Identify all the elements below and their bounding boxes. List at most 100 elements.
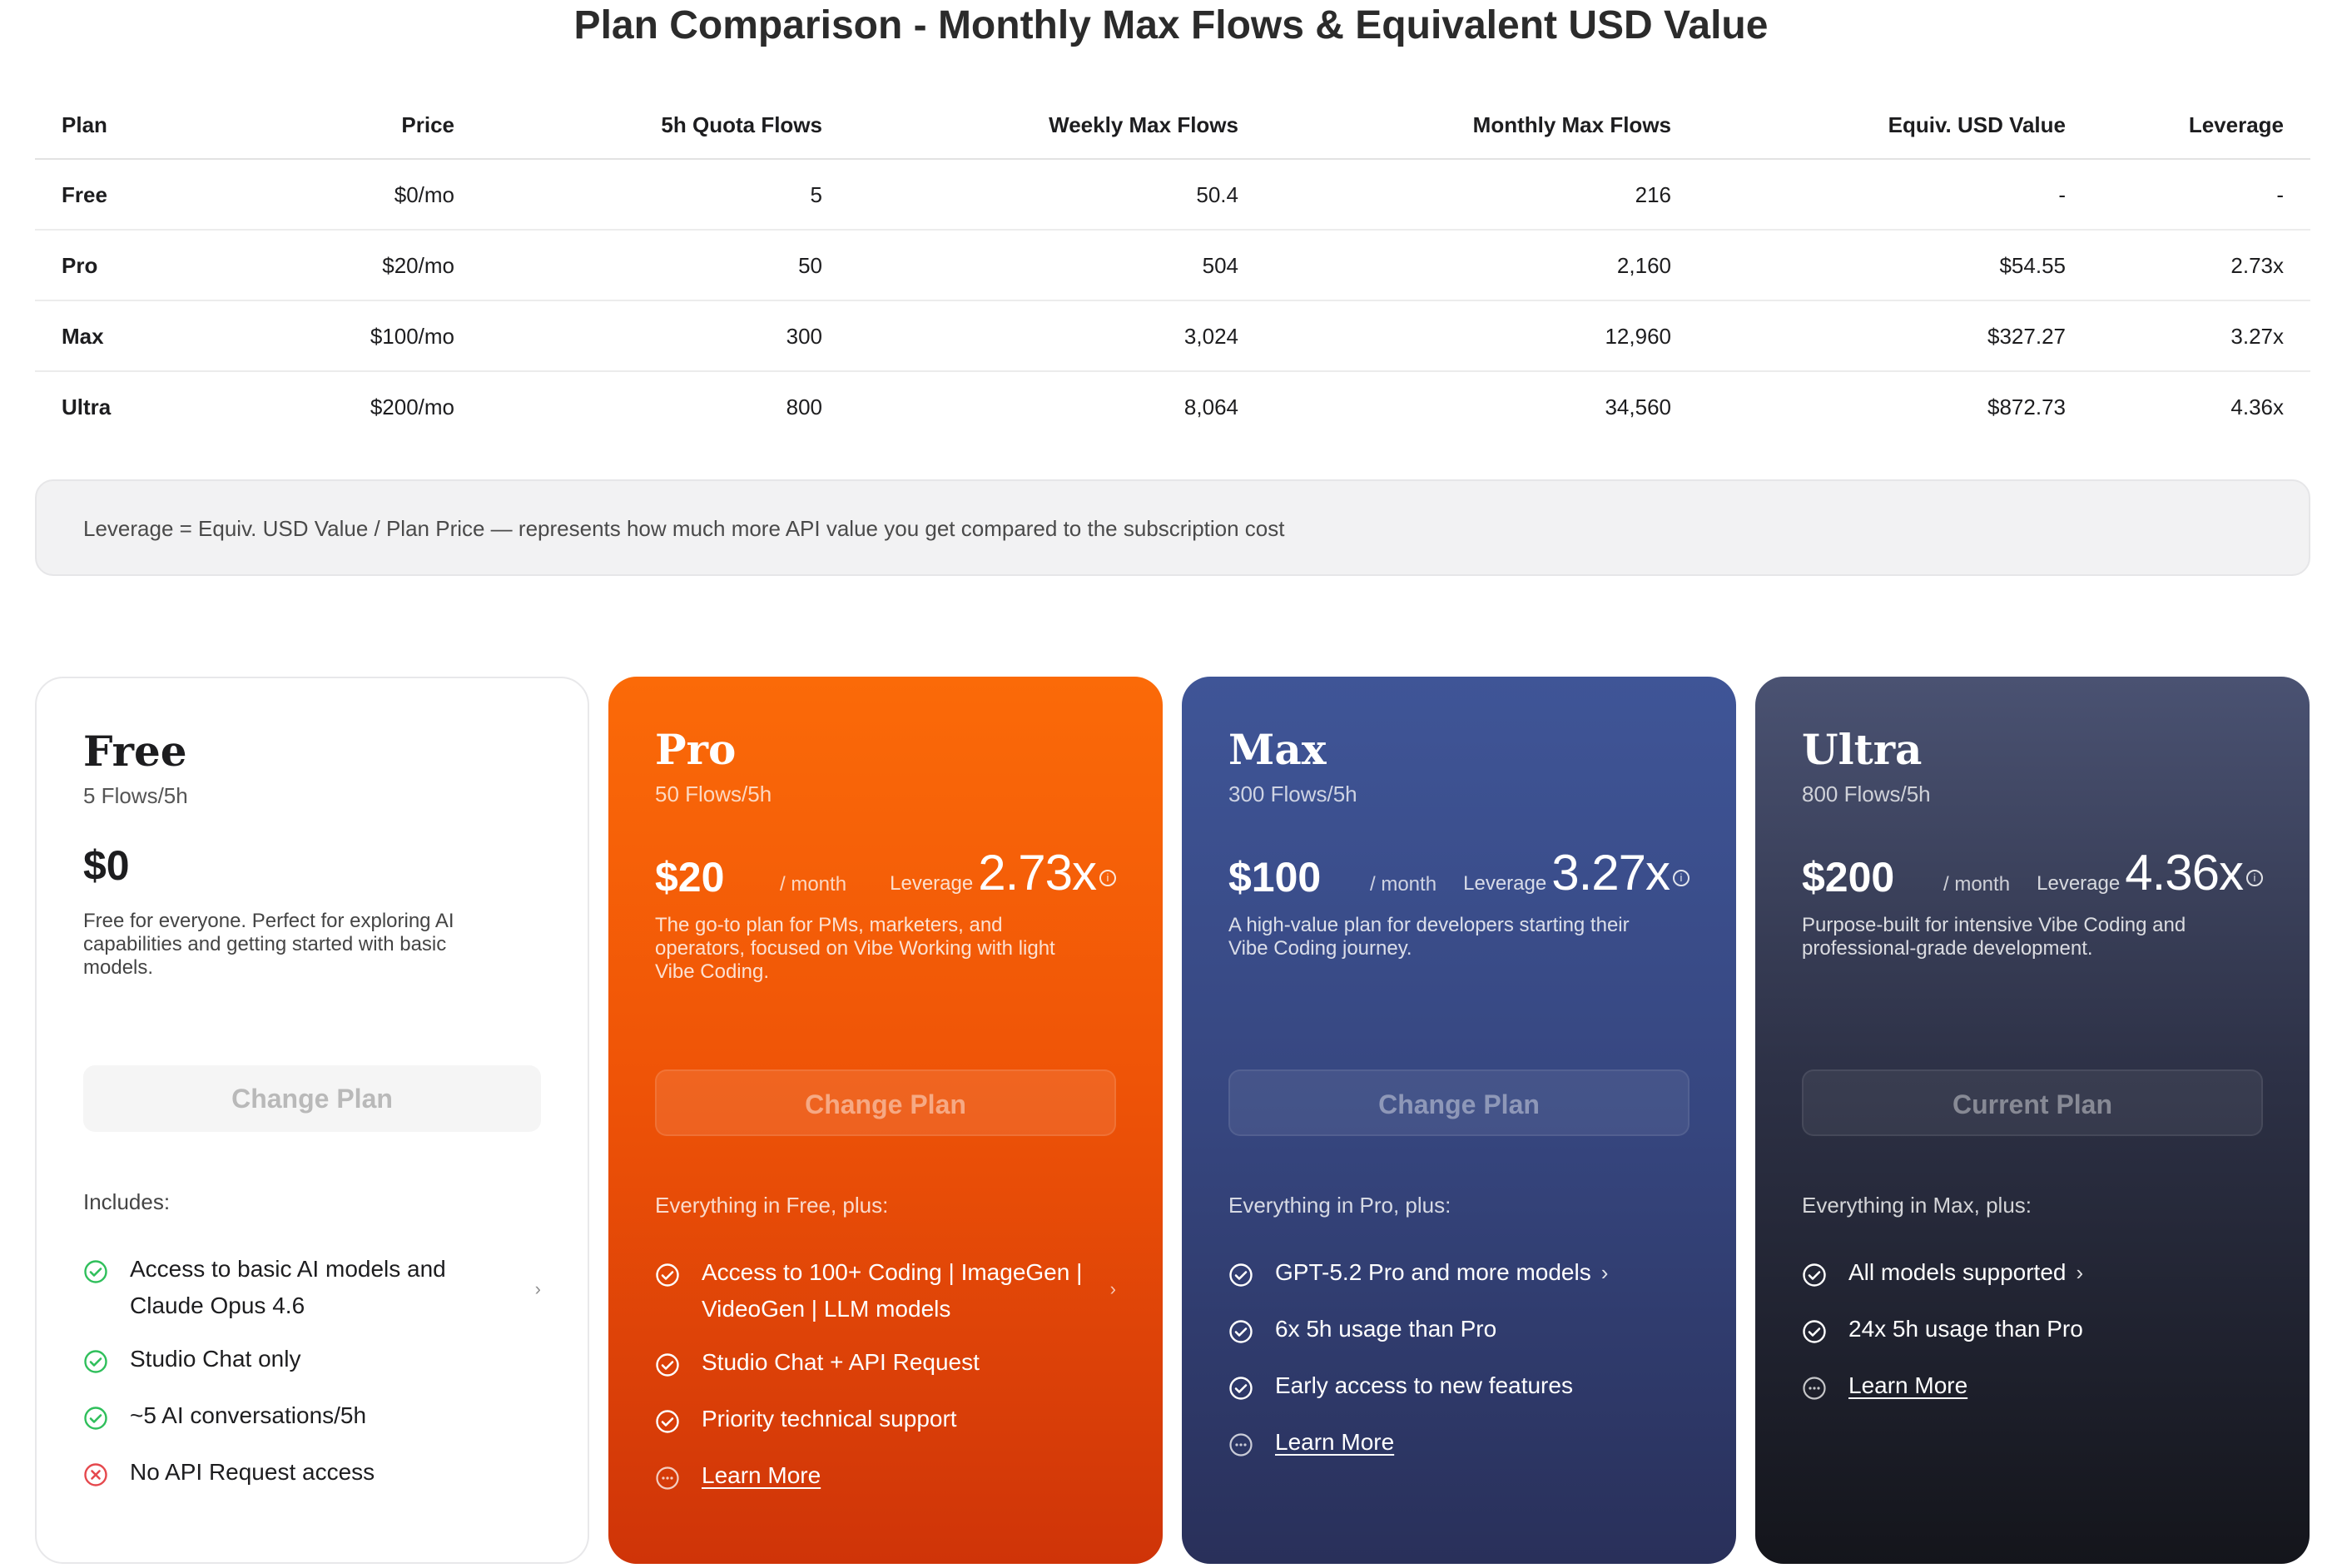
feature-text: Priority technical support <box>702 1406 957 1432</box>
check-circle-icon <box>84 1260 107 1283</box>
page-title: Plan Comparison - Monthly Max Flows & Eq… <box>573 3 1769 47</box>
plan-name: Pro <box>655 725 737 774</box>
cell-monthly-max: 2,160 <box>1616 253 1671 278</box>
plan-flows: 800 Flows/5h <box>1802 782 1931 806</box>
cell-leverage: - <box>2276 182 2284 207</box>
more-circle-icon <box>1803 1377 1826 1400</box>
current-plan-button[interactable]: Current Plan <box>1802 1069 2263 1136</box>
chevron-right-icon: › <box>1109 1278 1116 1299</box>
leverage-display: Leverage 3.27x i <box>1463 844 1690 901</box>
feature-text: Access to basic AI models and Claude Opu… <box>130 1256 446 1318</box>
feature-item[interactable]: Access to basic AI models and Claude Opu… <box>83 1251 541 1326</box>
feature-label: All models supported <box>1848 1259 2067 1285</box>
header-leverage: Leverage <box>2188 112 2284 137</box>
cell-usd-value: $872.73 <box>1987 394 2066 419</box>
price-row: $200 / month Leverage 4.36x i <box>1802 843 2263 901</box>
cell-5h-quota: 300 <box>786 324 822 349</box>
includes-label: Everything in Max, plus: <box>1802 1193 2032 1218</box>
cell-plan: Free <box>62 182 107 207</box>
plan-price: $200 <box>1802 854 1895 901</box>
cell-weekly-max: 50.4 <box>1196 182 1238 207</box>
chevron-right-icon: › <box>534 1278 541 1299</box>
check-circle-icon <box>84 1407 107 1430</box>
plan-flows: 5 Flows/5h <box>83 783 188 808</box>
info-icon[interactable]: i <box>2246 870 2263 886</box>
leverage-label: Leverage <box>1463 872 1547 895</box>
plan-price: $100 <box>1228 854 1322 901</box>
feature-text: Early access to new features <box>1275 1372 1573 1398</box>
table-row: Pro $20/mo 50 504 2,160 $54.55 2.73x <box>35 231 2310 301</box>
check-circle-icon <box>1229 1377 1253 1400</box>
cell-usd-value: - <box>2058 182 2066 207</box>
learn-more-link[interactable]: Learn More <box>1848 1372 1968 1398</box>
table-row: Free $0/mo 5 50.4 216 - - <box>35 160 2310 231</box>
includes-label: Everything in Free, plus: <box>655 1193 889 1218</box>
plan-description: The go-to plan for PMs, marketers, and o… <box>655 914 1055 983</box>
change-plan-button[interactable]: Change Plan <box>83 1065 541 1132</box>
leverage-note: Leverage = Equiv. USD Value / Plan Price… <box>35 479 2310 576</box>
includes-label: Includes: <box>83 1189 171 1214</box>
price-period: / month <box>780 873 847 896</box>
cell-leverage: 4.36x <box>2230 394 2284 419</box>
price-period: / month <box>1943 873 2011 896</box>
plan-name: Free <box>83 727 187 776</box>
header-weekly-max: Weekly Max Flows <box>1049 112 1238 137</box>
cell-weekly-max: 504 <box>1202 253 1238 278</box>
check-circle-icon <box>656 1263 679 1287</box>
header-monthly-max: Monthly Max Flows <box>1472 112 1671 137</box>
check-circle-icon <box>84 1350 107 1373</box>
cell-plan: Pro <box>62 253 98 278</box>
plan-description: Purpose-built for intensive Vibe Coding … <box>1802 914 2186 960</box>
cell-monthly-max: 34,560 <box>1605 394 1671 419</box>
cell-5h-quota: 800 <box>786 394 822 419</box>
price-row: $100 / month Leverage 3.27x i <box>1228 843 1690 901</box>
change-plan-button[interactable]: Change Plan <box>1228 1069 1690 1136</box>
info-icon[interactable]: i <box>1099 870 1116 886</box>
cell-price: $200/mo <box>370 394 454 419</box>
plan-card-free: Free 5 Flows/5h $0 Free for everyone. Pe… <box>35 677 589 1564</box>
cell-monthly-max: 12,960 <box>1605 324 1671 349</box>
leverage-display: Leverage 2.73x i <box>890 844 1116 901</box>
table-row: Max $100/mo 300 3,024 12,960 $327.27 3.2… <box>35 301 2310 372</box>
header-plan: Plan <box>62 112 107 137</box>
feature-text: Studio Chat + API Request <box>702 1349 980 1375</box>
change-plan-button[interactable]: Change Plan <box>655 1069 1116 1136</box>
plan-description: Free for everyone. Perfect for exploring… <box>83 910 454 979</box>
table-header-row: Plan Price 5h Quota Flows Weekly Max Flo… <box>35 93 2310 160</box>
price-row: $20 / month Leverage 2.73x i <box>655 843 1116 901</box>
plan-card-pro: Pro 50 Flows/5h $20 / month Leverage 2.73… <box>608 677 1163 1564</box>
table-row: Ultra $200/mo 800 8,064 34,560 $872.73 4… <box>35 372 2310 443</box>
learn-more-link[interactable]: Learn More <box>702 1462 821 1488</box>
cell-5h-quota: 5 <box>810 182 822 207</box>
cell-usd-value: $327.27 <box>1987 324 2066 349</box>
header-price: Price <box>401 112 454 137</box>
x-circle-icon <box>84 1463 107 1486</box>
feature-text: No API Request access <box>130 1459 375 1485</box>
learn-more-link[interactable]: Learn More <box>1275 1429 1395 1455</box>
feature-text: 6x 5h usage than Pro <box>1275 1316 1497 1342</box>
cell-monthly-max: 216 <box>1635 182 1671 207</box>
info-icon[interactable]: i <box>1673 870 1690 886</box>
feature-text: 24x 5h usage than Pro <box>1848 1316 2083 1342</box>
check-circle-icon <box>656 1353 679 1377</box>
plan-price: $0 <box>83 842 130 889</box>
includes-label: Everything in Pro, plus: <box>1228 1193 1451 1218</box>
more-circle-icon <box>656 1466 679 1490</box>
cell-price: $100/mo <box>370 324 454 349</box>
feature-label: GPT-5.2 Pro and more models <box>1275 1259 1591 1285</box>
plan-flows: 300 Flows/5h <box>1228 782 1357 806</box>
plan-name: Max <box>1228 725 1327 774</box>
cell-plan: Max <box>62 324 104 349</box>
feature-item[interactable]: Access to 100+ Coding | ImageGen | Video… <box>655 1254 1116 1329</box>
feature-text: Access to 100+ Coding | ImageGen | Video… <box>702 1259 1083 1322</box>
cell-5h-quota: 50 <box>798 253 822 278</box>
check-circle-icon <box>1229 1320 1253 1343</box>
leverage-value: 4.36x <box>2125 845 2244 901</box>
leverage-label: Leverage <box>2037 872 2121 895</box>
header-5h-quota: 5h Quota Flows <box>661 112 822 137</box>
price-period: / month <box>1370 873 1437 896</box>
plan-price: $20 <box>655 854 725 901</box>
cell-leverage: 3.27x <box>2230 324 2284 349</box>
feature-text: ~5 AI conversations/5h <box>130 1402 367 1428</box>
more-circle-icon <box>1229 1433 1253 1456</box>
